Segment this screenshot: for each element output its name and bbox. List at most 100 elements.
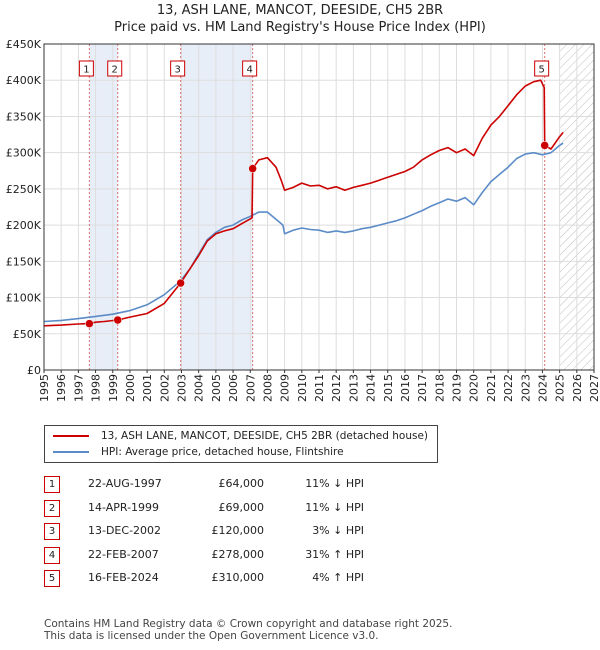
table-row: 2 14-APR-1999 £69,000 11% ↓ HPI <box>44 499 564 524</box>
legend-item-hpi: HPI: Average price, detached house, Flin… <box>53 445 344 459</box>
x-tick-label: 2015 <box>382 374 395 402</box>
price-paid-line <box>43 79 564 327</box>
x-tick-label: 2016 <box>399 374 412 402</box>
footer-line-2: This data is licensed under the Open Gov… <box>44 630 379 642</box>
sale-date: 14-APR-1999 <box>88 500 160 514</box>
x-tick-label: 2020 <box>468 374 481 402</box>
legend-price-label: 13, ASH LANE, MANCOT, DEESIDE, CH5 2BR (… <box>101 430 429 442</box>
sales-table: 1 22-AUG-1997 £64,000 11% ↓ HPI 2 14-APR… <box>44 476 564 594</box>
y-tick-label: £350K <box>6 110 42 123</box>
sale-badge-label: 1 <box>83 65 89 76</box>
sale-date: 22-FEB-2007 <box>88 547 159 561</box>
sale-date: 22-AUG-1997 <box>88 477 162 490</box>
x-tick-label: 2006 <box>227 374 240 402</box>
table-row: 5 16-FEB-2024 £310,000 4% ↑ HPI <box>44 570 564 594</box>
x-tick-label: 1996 <box>55 374 68 402</box>
sale-hpi-diff: 3% ↓ HPI <box>312 524 364 537</box>
x-tick-label: 2000 <box>124 374 137 402</box>
sale-price: £310,000 <box>211 571 265 584</box>
sale-marker <box>85 319 94 328</box>
x-tick-label: 2013 <box>347 374 360 402</box>
chart-title: 13, ASH LANE, MANCOT, DEESIDE, CH5 2BR P… <box>0 2 600 36</box>
x-tick-label: 2025 <box>554 374 567 402</box>
x-tick-label: 2011 <box>313 374 326 402</box>
x-tick-label: 2023 <box>519 374 532 402</box>
sale-number-badge: 5 <box>44 570 60 587</box>
x-tick-label: 2017 <box>416 374 429 402</box>
x-tick-label: 2003 <box>176 374 189 402</box>
sale-hpi-diff: 4% ↑ HPI <box>312 571 364 584</box>
sale-badge-label: 5 <box>538 65 544 76</box>
sale-badge-label: 2 <box>112 65 118 76</box>
sale-number-badge: 2 <box>44 499 60 517</box>
x-tick-label: 2018 <box>433 374 446 402</box>
sale-badge <box>107 60 123 77</box>
x-tick-label: 2002 <box>158 374 171 402</box>
shaded-period <box>180 44 253 370</box>
x-tick-label: 1995 <box>38 374 51 402</box>
sale-price: £278,000 <box>211 547 265 561</box>
x-tick-label: 2014 <box>365 374 378 402</box>
x-tick-label: 2009 <box>279 374 292 402</box>
table-row: 4 22-FEB-2007 £278,000 31% ↑ HPI <box>44 546 564 571</box>
x-tick-label: 2007 <box>244 374 257 402</box>
legend: 13, ASH LANE, MANCOT, DEESIDE, CH5 2BR (… <box>44 425 438 463</box>
sale-hpi-diff: 31% ↑ HPI <box>305 547 364 561</box>
sale-badge-label: 3 <box>174 65 180 76</box>
sale-price: £69,000 <box>218 500 265 514</box>
y-tick-label: £450K <box>6 38 42 51</box>
x-tick-label: 2005 <box>210 374 223 402</box>
y-tick-label: £150K <box>6 255 42 268</box>
sale-date: 16-FEB-2024 <box>88 571 159 584</box>
table-row: 1 22-AUG-1997 £64,000 11% ↓ HPI <box>44 476 564 500</box>
sale-marker <box>113 315 122 325</box>
sale-price: £64,000 <box>218 477 265 490</box>
x-tick-label: 2001 <box>141 374 154 402</box>
footer-line-1: Contains HM Land Registry data © Crown c… <box>44 618 453 630</box>
x-tick-label: 2026 <box>571 374 584 402</box>
sale-badge <box>170 60 186 77</box>
x-tick-label: 2012 <box>330 374 343 402</box>
sale-marker <box>248 164 257 173</box>
x-tick-label: 1999 <box>107 374 120 402</box>
y-tick-label: £250K <box>6 183 42 196</box>
x-tick-label: 2021 <box>485 374 498 402</box>
sale-number-badge: 3 <box>44 523 60 540</box>
x-tick-label: 2027 <box>588 374 600 402</box>
y-tick-label: £0 <box>27 364 41 377</box>
sale-number-badge: 4 <box>44 546 60 564</box>
legend-hpi-label: HPI: Average price, detached house, Flin… <box>101 446 344 458</box>
legend-hpi-swatch <box>53 451 89 453</box>
sale-price: £120,000 <box>211 524 265 537</box>
sale-badge-label: 4 <box>246 65 252 76</box>
x-tick-label: 2024 <box>536 374 549 402</box>
sale-badge <box>242 60 258 77</box>
x-tick-label: 2008 <box>261 374 274 402</box>
title-line-2: Price paid vs. HM Land Registry's House … <box>114 20 486 35</box>
sale-hpi-diff: 11% ↓ HPI <box>305 477 364 490</box>
y-tick-label: £50K <box>13 328 42 341</box>
x-tick-label: 2004 <box>193 374 206 402</box>
x-tick-label: 1997 <box>72 374 85 402</box>
x-tick-label: 2022 <box>502 374 515 402</box>
sale-marker <box>176 278 185 288</box>
x-tick-label: 1998 <box>90 374 103 402</box>
x-tick-label: 2019 <box>451 374 464 402</box>
y-tick-label: £300K <box>6 147 42 160</box>
sale-hpi-diff: 11% ↓ HPI <box>305 500 364 514</box>
y-tick-label: £100K <box>6 292 42 305</box>
sale-date: 13-DEC-2002 <box>88 524 162 537</box>
y-tick-label: £400K <box>6 74 42 87</box>
title-line-1: 13, ASH LANE, MANCOT, DEESIDE, CH5 2BR <box>156 3 444 18</box>
x-tick-label: 2010 <box>296 374 309 402</box>
sale-marker <box>540 141 549 150</box>
sale-number-badge: 1 <box>44 476 60 493</box>
sale-badge <box>78 60 94 77</box>
sale-badge <box>534 60 550 77</box>
footer-attribution: Contains HM Land Registry data © Crown c… <box>44 618 452 642</box>
chart-area: 1 2 3 4 5 £0 £50K £100K £150K £200K £250K £300K £35… <box>6 38 600 402</box>
legend-item-price: 13, ASH LANE, MANCOT, DEESIDE, CH5 2BR (… <box>53 429 428 443</box>
legend-price-swatch <box>53 435 89 437</box>
y-tick-label: £200K <box>6 219 42 232</box>
table-row: 3 13-DEC-2002 £120,000 3% ↓ HPI <box>44 523 564 547</box>
